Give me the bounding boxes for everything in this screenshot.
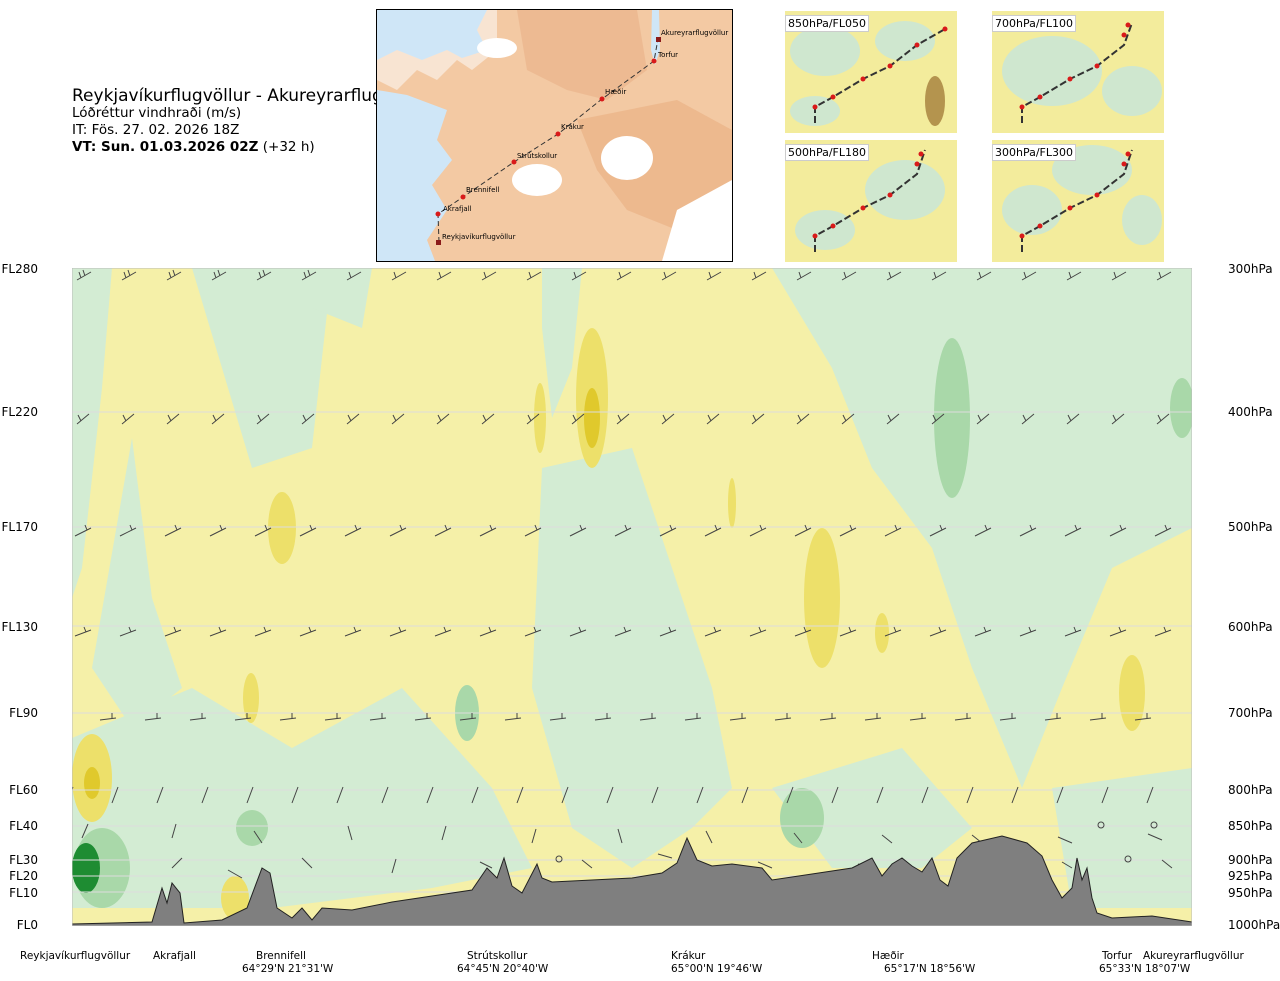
level-map-850-svg <box>785 11 957 133</box>
level-map-300: 300hPa/FL300 <box>992 140 1164 262</box>
pressure-label-600: 600hPa <box>1228 620 1273 634</box>
chart-header: Reykjavíkurflugvöllur - Akureyrarflugvöl… <box>72 88 431 156</box>
lead-time: (+32 h) <box>262 139 315 155</box>
map-label-akureyri: Akureyrarflugvöllur <box>661 29 728 37</box>
issue-time: IT: Fös. 27. 02. 2026 18Z <box>72 122 240 138</box>
location-reykjavik: Reykjavíkurflugvöllur <box>20 950 131 962</box>
pressure-label-700: 700hPa <box>1228 706 1273 720</box>
location-haedir-coord: 65°17'N 18°56'W <box>884 963 976 975</box>
pressure-label-400: 400hPa <box>1228 405 1273 419</box>
map-label-krakur: Krákur <box>561 123 584 131</box>
map-label-akrafjall: Akrafjall <box>443 205 472 213</box>
location-strutskollur: Strútskollur <box>467 950 528 962</box>
location-haedir: Hæðir <box>872 950 904 962</box>
level-map-700-label: 700hPa/FL100 <box>992 15 1077 32</box>
level-label-fl170: FL170 <box>1 520 39 534</box>
level-map-850-label: 850hPa/FL050 <box>785 15 870 32</box>
location-torfur-coord: 65°33'N 18°07'W <box>1099 963 1191 975</box>
level-label-fl30: FL30 <box>9 853 38 867</box>
location-krakur-coord: 65°00'N 19°46'W <box>671 963 763 975</box>
level-map-300-label: 300hPa/FL300 <box>992 144 1077 161</box>
level-label-fl130: FL130 <box>1 620 39 634</box>
cross-section-plot <box>51 267 1194 927</box>
level-map-700: 700hPa/FL100 <box>992 11 1164 133</box>
pressure-label-300: 300hPa <box>1228 262 1273 276</box>
route-title: Reykjavíkurflugvöllur - Akureyrarflugvöl… <box>72 86 431 106</box>
level-map-500: 500hPa/FL180 <box>785 140 957 262</box>
location-strutskollur-coord: 64°45'N 20°40'W <box>457 963 549 975</box>
pressure-label-500: 500hPa <box>1228 520 1273 534</box>
pressure-label-800: 800hPa <box>1228 783 1273 797</box>
location-brennifell: Brennifell <box>256 950 306 962</box>
cross-section-svg <box>51 267 1194 927</box>
location-akureyri: Akureyrarflugvöllur <box>1143 950 1244 962</box>
pressure-label-850: 850hPa <box>1228 819 1273 833</box>
level-label-fl90: FL90 <box>9 706 38 720</box>
location-akrafjall: Akrafjall <box>153 950 196 962</box>
variable-subtitle: Lóðréttur vindhraði (m/s) <box>72 105 242 121</box>
route-map: Akureyrarflugvöllur Torfur Hæðir Krákur … <box>376 9 733 262</box>
map-label-torfur: Torfur <box>657 51 678 59</box>
pressure-label-950: 950hPa <box>1228 886 1273 900</box>
level-label-fl10: FL10 <box>9 886 38 900</box>
level-label-fl280: FL280 <box>1 262 39 276</box>
level-map-500-label: 500hPa/FL180 <box>785 144 870 161</box>
valid-time: VT: Sun. 01.03.2026 02Z (+32 h) <box>72 139 431 156</box>
pressure-label-1000: 1000hPa <box>1228 918 1280 932</box>
level-label-fl0: FL0 <box>16 918 38 932</box>
pressure-label-900: 900hPa <box>1228 853 1273 867</box>
location-krakur: Krákur <box>671 950 706 962</box>
valid-time-label: VT: Sun. 01.03.2026 02Z <box>72 139 259 155</box>
level-label-fl40: FL40 <box>9 819 38 833</box>
level-label-fl60: FL60 <box>9 783 38 797</box>
location-torfur: Torfur <box>1102 950 1133 962</box>
terrain-profile <box>71 835 1193 927</box>
level-map-850: 850hPa/FL050 <box>785 11 957 133</box>
pressure-label-925: 925hPa <box>1228 869 1273 883</box>
map-label-haedir: Hæðir <box>605 88 626 96</box>
level-label-fl20: FL20 <box>9 869 38 883</box>
route-map-svg: Akureyrarflugvöllur Torfur Hæðir Krákur … <box>377 10 732 261</box>
map-label-reykjavik: Reykjavíkurflugvöllur <box>442 233 516 241</box>
level-label-fl220: FL220 <box>1 405 39 419</box>
map-label-strutskollur: Strútskollur <box>517 152 557 160</box>
map-label-brennifell: Brennifell <box>466 186 499 194</box>
location-brennifell-coord: 64°29'N 21°31'W <box>242 963 334 975</box>
